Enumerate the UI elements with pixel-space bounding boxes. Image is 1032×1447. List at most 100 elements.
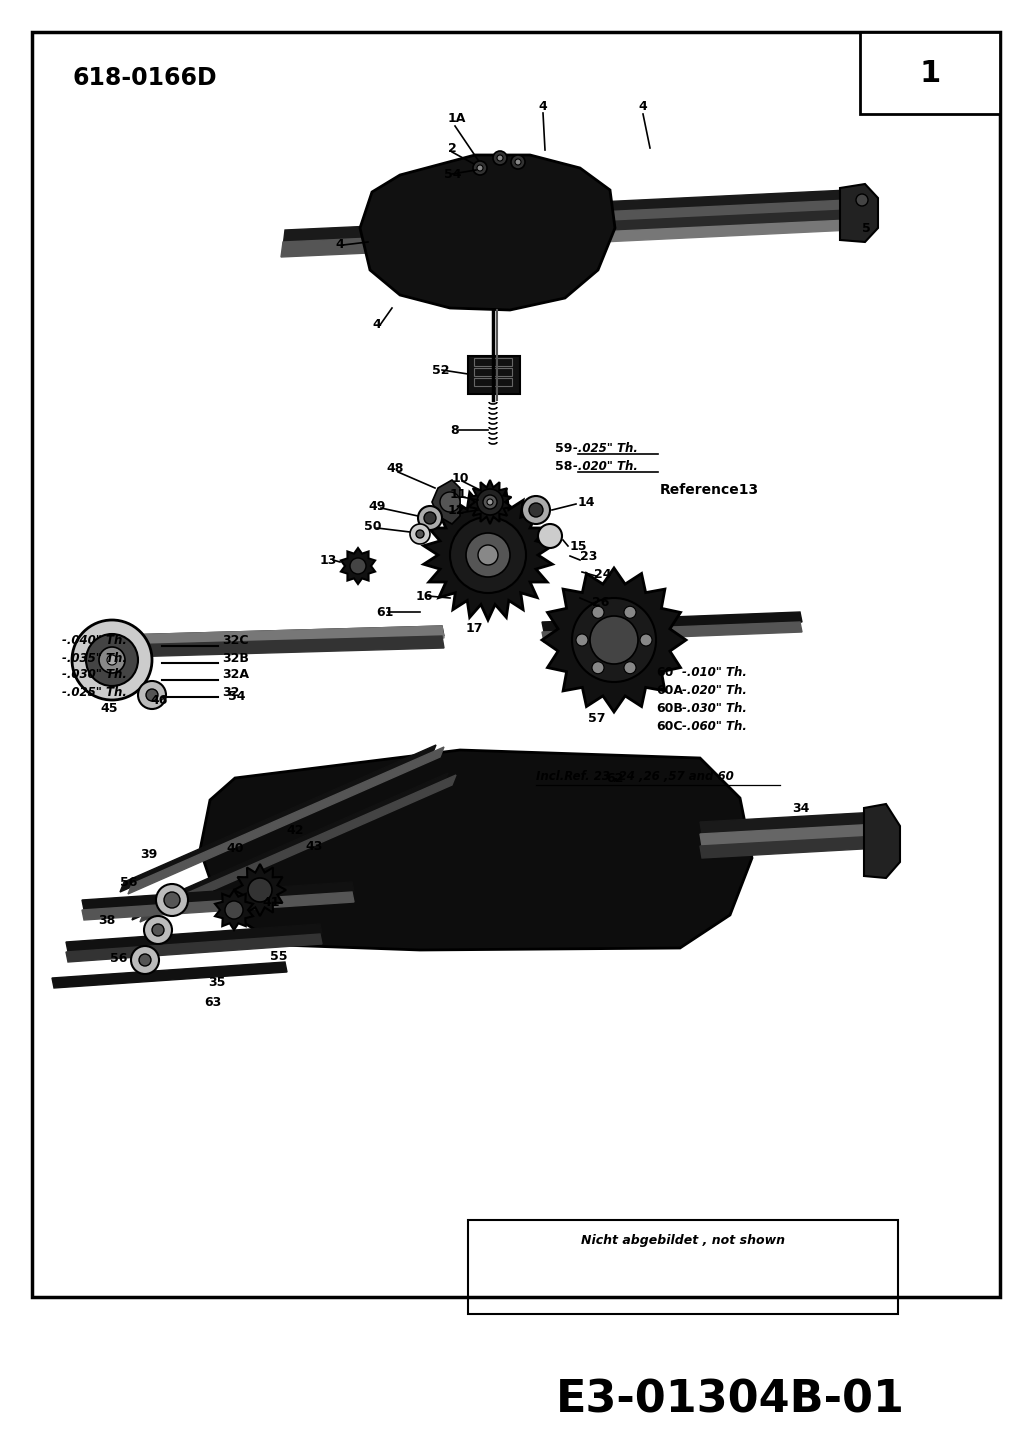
Circle shape — [440, 492, 460, 512]
Bar — [32, 32, 1000, 1297]
Polygon shape — [341, 548, 375, 585]
Polygon shape — [598, 200, 852, 221]
Polygon shape — [542, 569, 686, 712]
Text: 4: 4 — [538, 100, 547, 113]
Circle shape — [572, 598, 656, 682]
Text: 23: 23 — [580, 550, 598, 563]
Text: 63: 63 — [204, 996, 221, 1009]
Circle shape — [590, 616, 638, 664]
Text: 52: 52 — [432, 363, 450, 376]
Circle shape — [225, 901, 243, 919]
Text: 16: 16 — [416, 589, 433, 602]
Text: FETT / GREASE: FETT / GREASE — [666, 1281, 769, 1294]
Circle shape — [156, 884, 188, 916]
Circle shape — [418, 506, 442, 530]
Text: 14: 14 — [578, 495, 595, 508]
Polygon shape — [840, 184, 878, 242]
Polygon shape — [66, 925, 322, 952]
Bar — [860, 32, 1000, 114]
Polygon shape — [128, 747, 444, 894]
Circle shape — [640, 634, 652, 645]
Circle shape — [592, 606, 604, 618]
Polygon shape — [283, 224, 395, 247]
Polygon shape — [700, 823, 880, 846]
Text: 59: 59 — [555, 441, 573, 454]
Polygon shape — [700, 812, 880, 833]
Text: 64: 64 — [495, 1281, 513, 1294]
Polygon shape — [700, 836, 880, 858]
Circle shape — [478, 546, 498, 564]
Circle shape — [139, 954, 151, 967]
Circle shape — [350, 559, 366, 574]
Circle shape — [99, 647, 125, 673]
Circle shape — [576, 634, 588, 645]
Polygon shape — [598, 220, 852, 242]
Text: -.040" Th.: -.040" Th. — [62, 634, 127, 647]
Text: 56: 56 — [120, 875, 137, 888]
Text: 38: 38 — [98, 913, 116, 926]
Text: 10: 10 — [452, 472, 470, 485]
Text: 26: 26 — [592, 596, 609, 609]
Text: 55: 55 — [270, 949, 288, 962]
Polygon shape — [132, 773, 448, 920]
Circle shape — [515, 159, 521, 165]
Text: 61: 61 — [376, 605, 393, 618]
Bar — [467, 1220, 898, 1314]
Text: 32A: 32A — [222, 669, 249, 682]
Text: 4: 4 — [372, 318, 381, 331]
Text: 58: 58 — [555, 460, 573, 473]
Text: 1A: 1A — [448, 111, 466, 124]
Polygon shape — [432, 480, 460, 524]
Circle shape — [107, 655, 117, 666]
Text: 62: 62 — [606, 771, 623, 784]
Polygon shape — [88, 627, 444, 648]
Polygon shape — [598, 210, 852, 232]
Text: -.020" Th.: -.020" Th. — [573, 460, 638, 473]
Polygon shape — [88, 637, 444, 658]
Circle shape — [86, 634, 138, 686]
Text: 11: 11 — [450, 488, 467, 501]
Polygon shape — [82, 891, 354, 920]
Circle shape — [466, 532, 510, 577]
Polygon shape — [120, 745, 436, 891]
Text: 24: 24 — [594, 567, 612, 580]
Text: 12: 12 — [448, 504, 465, 517]
Text: 49: 49 — [368, 499, 385, 512]
Text: 17: 17 — [466, 622, 484, 634]
Text: 13: 13 — [320, 554, 337, 566]
Text: 54: 54 — [444, 168, 461, 181]
Circle shape — [416, 530, 424, 538]
Text: 40: 40 — [226, 842, 244, 855]
Circle shape — [624, 661, 636, 674]
Text: 56: 56 — [110, 952, 127, 965]
Circle shape — [146, 689, 158, 700]
Text: 39: 39 — [140, 848, 157, 861]
Circle shape — [856, 194, 868, 205]
Polygon shape — [215, 890, 253, 930]
Circle shape — [624, 606, 636, 618]
Text: 618-0166D: 618-0166D — [72, 67, 217, 90]
Text: 35: 35 — [208, 975, 225, 988]
Text: 15: 15 — [570, 540, 587, 553]
Text: 42: 42 — [286, 823, 303, 836]
Circle shape — [473, 161, 487, 175]
Polygon shape — [542, 622, 802, 642]
Polygon shape — [424, 491, 552, 619]
Text: -.025" Th.: -.025" Th. — [573, 441, 638, 454]
Circle shape — [131, 946, 159, 974]
Circle shape — [144, 916, 172, 943]
Circle shape — [477, 489, 503, 515]
Bar — [474, 368, 512, 376]
Circle shape — [450, 517, 526, 593]
Circle shape — [152, 925, 164, 936]
Polygon shape — [200, 750, 752, 951]
Circle shape — [529, 504, 543, 517]
Circle shape — [493, 150, 507, 165]
Circle shape — [538, 524, 562, 548]
Polygon shape — [66, 933, 322, 962]
Text: 8: 8 — [450, 424, 458, 437]
Circle shape — [477, 165, 483, 171]
Polygon shape — [542, 612, 802, 632]
Bar — [474, 378, 512, 386]
Circle shape — [424, 512, 436, 524]
